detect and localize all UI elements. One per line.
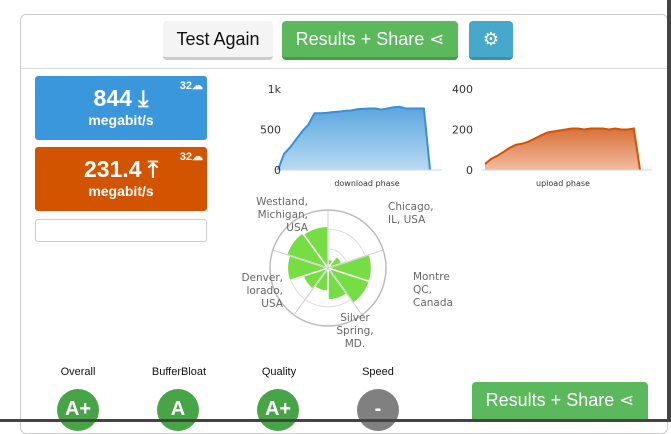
connections-count: 32	[179, 151, 192, 163]
cloud-icon: ☁	[192, 80, 203, 92]
grade-label: Quality	[261, 366, 297, 378]
radar-label: Chicago,	[388, 201, 434, 213]
test-again-button[interactable]: Test Again	[163, 21, 273, 60]
radar-label: Michigan,	[258, 209, 308, 221]
download-speed-box: 32☁ 844 ⤓ megabit/s	[35, 76, 207, 140]
radar-label: IL, USA	[388, 214, 426, 226]
share-icon: ⋖	[619, 390, 635, 410]
y-tick-label: 400	[452, 83, 473, 96]
upload-speed-box: 32☁ 231.4 ⤒ megabit/s	[35, 147, 207, 211]
upload-unit: megabit/s	[88, 183, 154, 199]
divider	[21, 68, 667, 69]
settings-button[interactable]: ⚙	[469, 21, 513, 60]
download-icon: ⤓	[138, 85, 149, 111]
results-share-label: Results + Share	[295, 28, 425, 49]
results-share-button-bottom[interactable]: Results + Share ⋖	[472, 382, 648, 422]
download-value: 844	[93, 85, 132, 111]
y-tick-label: 0	[466, 164, 473, 177]
test-again-label: Test Again	[176, 28, 260, 49]
upload-icon: ⤒	[147, 156, 159, 182]
area-fill	[485, 128, 640, 170]
radar-spoke	[327, 249, 384, 269]
grade-quality: A+	[257, 389, 299, 431]
radar-label: MD.	[345, 338, 365, 350]
grade-overall: A+	[57, 389, 99, 431]
window-edge	[0, 419, 671, 422]
radar-label: USA	[261, 298, 284, 310]
radar-label: lorado,	[246, 285, 283, 297]
radar-label: Canada	[413, 297, 453, 309]
grade-label: Speed	[362, 366, 394, 378]
x-axis-label: download phase	[334, 179, 399, 188]
radar-label: Spring,	[336, 325, 373, 337]
series-line	[484, 127, 641, 171]
results-share-label: Results + Share	[485, 390, 615, 410]
radar-label: Silver	[340, 312, 370, 324]
cloud-icon: ☁	[192, 151, 203, 163]
area-fill	[278, 106, 430, 170]
radar-spoke	[293, 267, 329, 316]
radar-label: QC,	[413, 284, 432, 296]
radar-spoke	[327, 267, 363, 316]
y-tick-label: 200	[452, 124, 473, 137]
download-unit: megabit/s	[88, 112, 154, 128]
grade-label: BufferBloat	[151, 366, 207, 378]
y-tick-label: 0	[274, 164, 281, 177]
share-icon: ⋖	[429, 28, 445, 49]
y-tick-label: 1k	[268, 83, 282, 96]
radar-spoke	[272, 249, 329, 269]
grade-bufferbloat: A	[157, 389, 199, 431]
radar-label: Westland,	[256, 196, 308, 208]
grade-label: Overall	[60, 366, 96, 378]
upload-value: 231.4	[83, 156, 142, 182]
charts: 0 500 1k download phase 0 200 400 upload phase C…	[241, 83, 652, 350]
x-axis-label: upload phase	[536, 179, 590, 188]
gear-icon: ⚙	[482, 28, 500, 49]
radar-label: Montre	[413, 271, 450, 283]
radar-label: USA	[286, 222, 309, 234]
connections-count: 32	[179, 80, 192, 92]
series-line	[277, 105, 431, 171]
grade-speed: -	[357, 389, 399, 431]
results-share-button[interactable]: Results + Share ⋖	[282, 21, 458, 60]
info-box	[35, 219, 207, 242]
radar-label: Denver,	[241, 272, 283, 284]
window-edge	[667, 0, 671, 422]
y-tick-label: 500	[260, 124, 281, 137]
